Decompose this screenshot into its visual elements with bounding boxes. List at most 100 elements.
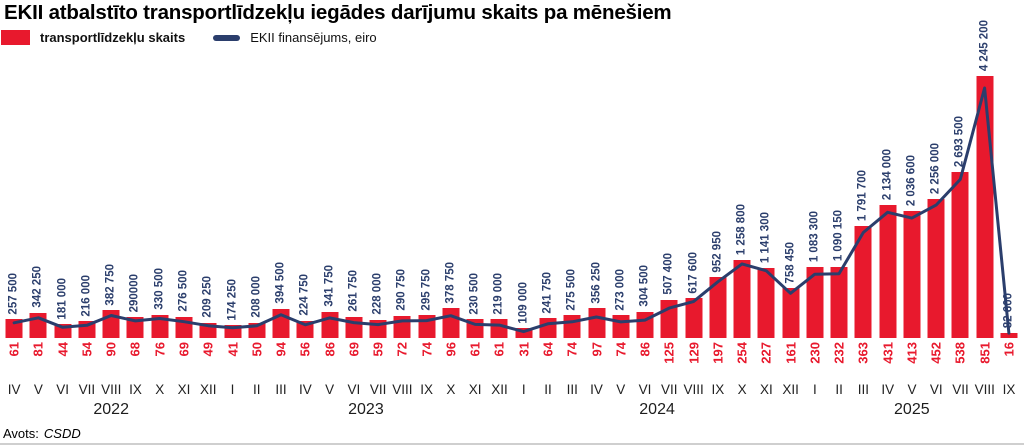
vehicle-count-bar — [927, 198, 945, 338]
month-tick-label: I — [230, 382, 235, 397]
month-slot: 342 250 81 V — [26, 60, 50, 397]
month-tick-label: X — [155, 382, 165, 397]
vehicle-count-label: 230 — [807, 342, 823, 364]
vehicle-count-bar — [1000, 333, 1018, 338]
month-tick-label: X — [737, 382, 747, 397]
vehicle-count-bar — [515, 328, 533, 338]
month-slot: 209 250 49 XII — [196, 60, 220, 397]
month-tick-label: VII — [661, 382, 678, 397]
funding-value-label: 330 500 — [152, 268, 165, 310]
vehicle-count-bar — [151, 314, 169, 338]
funding-value-label: 952 950 — [711, 230, 724, 273]
vehicle-count-label: 49 — [200, 342, 216, 357]
vehicle-count-bar — [369, 319, 387, 338]
month-slot: 174 250 41 I — [220, 60, 244, 397]
bar-series-label: transportlīdzekļu skaits — [40, 30, 186, 45]
month-slot: 378 750 96 X — [439, 60, 463, 397]
month-tick-label: VI — [56, 382, 70, 397]
vehicle-count-label: 86 — [322, 342, 338, 357]
source-prefix: Avots: — [3, 426, 39, 441]
vehicle-count-bar — [29, 313, 47, 338]
vehicle-count-label: 50 — [249, 342, 265, 357]
month-slot: 208 000 50 II — [245, 60, 269, 397]
funding-value-label: 290000 — [128, 273, 141, 313]
month-slot: 2 256 000 452 VI — [924, 60, 948, 397]
funding-value-label: 208 000 — [250, 276, 263, 318]
vehicle-count-bar — [903, 210, 921, 338]
month-tick-label: III — [275, 382, 287, 397]
month-slot: 1 090 150 232 II — [827, 60, 851, 397]
line-series-swatch-icon — [213, 34, 241, 41]
month-tick-label: XII — [782, 382, 799, 397]
vehicle-count-bar — [709, 277, 727, 338]
vehicle-count-label: 125 — [661, 342, 677, 364]
month-tick-label: IV — [590, 382, 603, 397]
vehicle-count-bar — [976, 76, 994, 338]
funding-value-label: 241 750 — [541, 271, 554, 314]
month-tick-label: VI — [638, 382, 652, 397]
vehicle-count-label: 851 — [977, 342, 993, 364]
funding-value-label: 2 134 000 — [880, 149, 893, 201]
vehicle-count-bar — [685, 298, 703, 338]
funding-value-label: 275 500 — [565, 268, 578, 311]
month-slot: 261 750 69 VI — [342, 60, 366, 397]
bar-series-swatch-icon — [1, 30, 30, 45]
month-tick-label: IX — [420, 382, 434, 397]
funding-value-label: 394 500 — [274, 262, 287, 305]
vehicle-count-bar — [539, 318, 557, 338]
vehicle-count-bar — [5, 319, 23, 338]
month-slot: 109 000 31 I — [512, 60, 536, 397]
vehicle-count-bar — [757, 268, 775, 338]
vehicle-count-label: 44 — [55, 342, 71, 357]
year-label: 2022 — [93, 401, 129, 418]
month-tick-label: II — [544, 382, 552, 397]
vehicle-count-bar — [418, 315, 436, 338]
vehicle-count-bar — [466, 319, 484, 338]
vehicle-count-label: 76 — [152, 342, 168, 357]
funding-value-label: 209 250 — [201, 276, 214, 318]
month-slot: 4 245 200 851 VIII — [973, 20, 997, 397]
funding-value-label: 181 000 — [55, 277, 68, 320]
funding-value-label: 295 750 — [419, 268, 432, 311]
month-slot: 228 000 59 VII — [366, 60, 390, 397]
vehicle-count-label: 197 — [710, 342, 726, 364]
funding-value-label: 1 083 300 — [808, 211, 821, 263]
funding-value-label: 261 750 — [347, 270, 360, 312]
vehicle-count-label: 363 — [855, 342, 871, 364]
funding-value-label: 216 000 — [80, 274, 93, 317]
vehicle-count-bar — [102, 310, 120, 338]
vehicle-count-label: 31 — [516, 342, 532, 357]
vehicle-count-bar — [442, 308, 460, 338]
bar-slots: 257 500 61 IV 342 250 81 V 181 000 44 VI 216 000 5… — [2, 20, 1021, 397]
funding-value-label: 4 245 200 — [978, 19, 990, 71]
chart-legend: transportlīdzekļu skaits EKII finansējum… — [1, 30, 377, 45]
vehicle-count-bar — [199, 322, 217, 338]
vehicle-count-label: 54 — [79, 342, 95, 357]
vehicle-count-label: 81 — [30, 342, 46, 357]
year-label: 2025 — [894, 401, 930, 418]
month-tick-label: VII — [369, 382, 387, 397]
vehicle-count-bar — [563, 315, 581, 338]
month-slot: 507 400 125 VII — [657, 60, 681, 397]
vehicle-count-label: 74 — [419, 342, 435, 357]
month-tick-label: I — [813, 382, 817, 397]
vehicle-count-label: 431 — [880, 342, 896, 364]
month-slot: 758 450 161 XII — [779, 60, 803, 397]
month-slot: 273 000 74 V — [609, 60, 633, 397]
funding-value-label: 1 090 150 — [832, 210, 845, 262]
funding-value-label: 174 250 — [225, 278, 238, 321]
vehicle-count-label: 72 — [394, 342, 410, 357]
vehicle-count-bar — [296, 320, 314, 338]
year-label: 2023 — [348, 401, 384, 418]
source-note: Avots: CSDD — [3, 426, 81, 441]
funding-value-label: 507 400 — [662, 252, 675, 295]
vehicle-count-bar — [612, 315, 630, 338]
month-tick-label: III — [857, 382, 870, 397]
month-tick-label: VIII — [392, 382, 413, 397]
month-tick-label: IV — [7, 382, 21, 397]
vehicle-count-bar — [78, 321, 96, 338]
month-tick-label: IX — [129, 382, 142, 397]
month-slot: 181 000 44 VI — [51, 60, 75, 397]
month-tick-label: II — [835, 382, 843, 397]
vehicle-count-label: 59 — [370, 342, 386, 357]
